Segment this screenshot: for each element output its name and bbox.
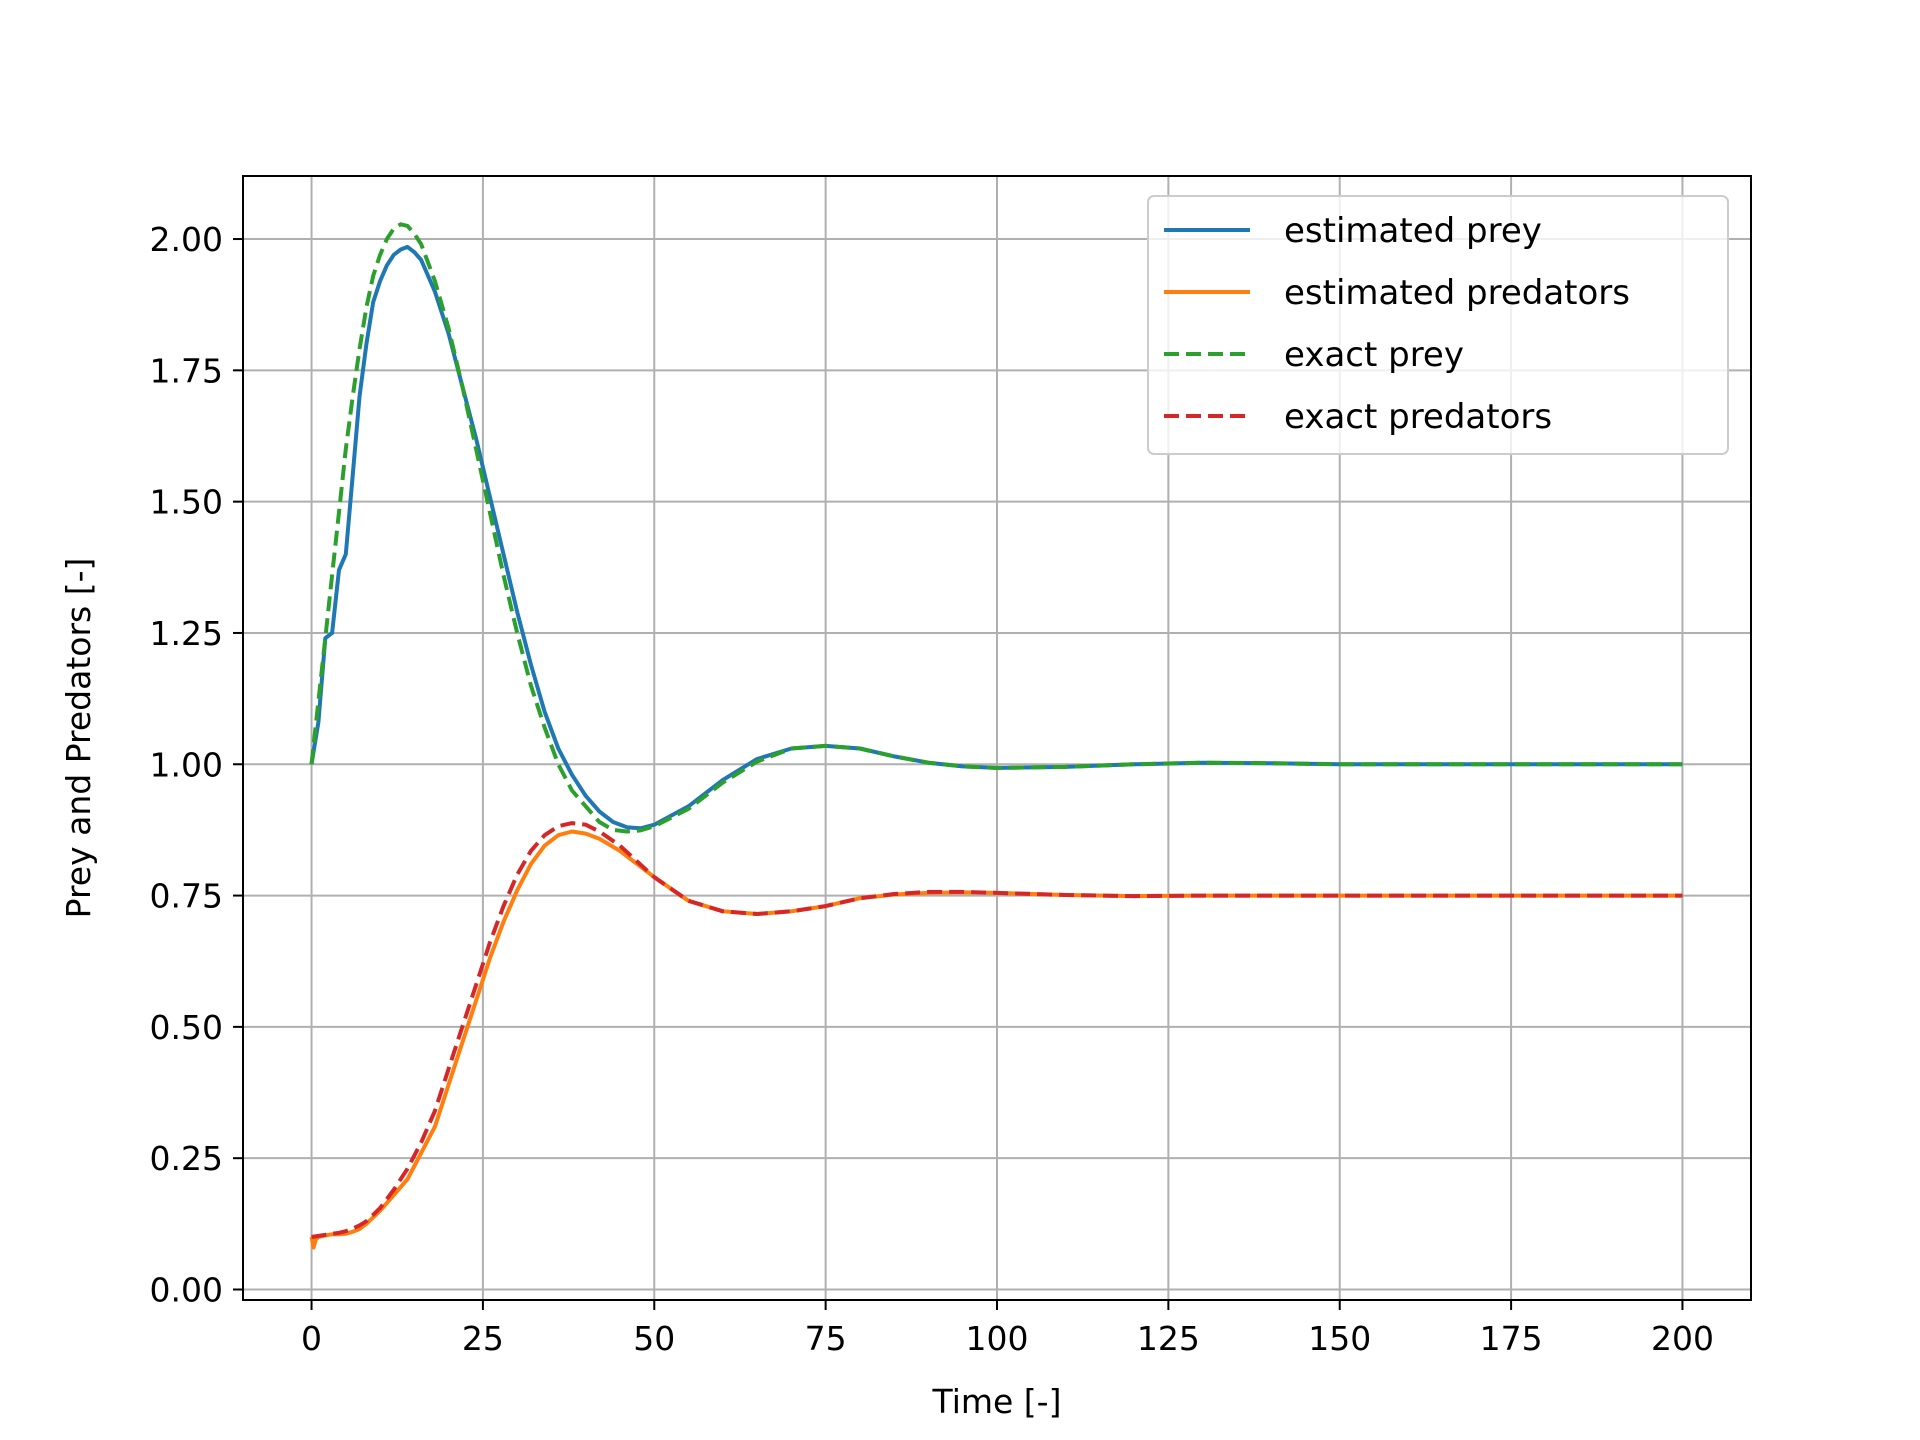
y-tick-label: 1.00 bbox=[150, 745, 223, 784]
x-tick-label: 50 bbox=[633, 1319, 675, 1358]
legend-label-3: exact prey bbox=[1284, 335, 1464, 375]
x-tick-label: 150 bbox=[1308, 1319, 1371, 1358]
series-line-4 bbox=[311, 821, 1683, 1239]
axis-ticks: 0 25 50 75 100 125 150 175 200 0.00 0.25 0.50 0.75 1.… bbox=[150, 220, 1714, 1358]
x-tick-label: 100 bbox=[966, 1319, 1029, 1358]
y-axis-label: Prey and Predators [-] bbox=[59, 558, 98, 919]
x-tick-label: 25 bbox=[462, 1319, 504, 1358]
series-line-2 bbox=[309, 829, 1683, 1250]
x-tick-label: 0 bbox=[301, 1319, 322, 1358]
y-tick-label: 1.25 bbox=[150, 614, 223, 653]
y-tick-label: 0.00 bbox=[150, 1270, 223, 1309]
legend: estimated prey estimated predators exact p… bbox=[1147, 195, 1729, 455]
y-tick-label: 0.25 bbox=[150, 1139, 223, 1178]
legend-box bbox=[1147, 195, 1729, 455]
y-tick-label: 0.50 bbox=[150, 1008, 223, 1047]
series-lines bbox=[309, 222, 1683, 1250]
legend-label-2: estimated predators bbox=[1284, 273, 1630, 313]
x-tick-label: 125 bbox=[1137, 1319, 1200, 1358]
x-tick-label: 175 bbox=[1480, 1319, 1543, 1358]
y-tick-label: 1.75 bbox=[150, 351, 223, 390]
series-line-3 bbox=[309, 222, 1683, 834]
y-tick-label: 1.50 bbox=[150, 483, 223, 522]
y-tick-label: 0.75 bbox=[150, 877, 223, 916]
x-tick-label: 75 bbox=[805, 1319, 847, 1358]
y-tick-label: 2.00 bbox=[150, 220, 223, 259]
legend-label-1: estimated prey bbox=[1284, 211, 1542, 251]
x-axis-label: Time [-] bbox=[932, 1382, 1062, 1421]
x-tick-label: 200 bbox=[1651, 1319, 1714, 1358]
legend-label-4: exact predators bbox=[1284, 397, 1552, 437]
